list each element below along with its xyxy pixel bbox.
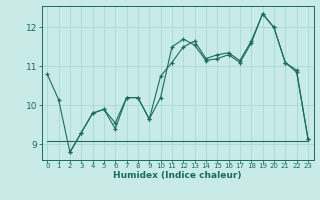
X-axis label: Humidex (Indice chaleur): Humidex (Indice chaleur) [113,171,242,180]
